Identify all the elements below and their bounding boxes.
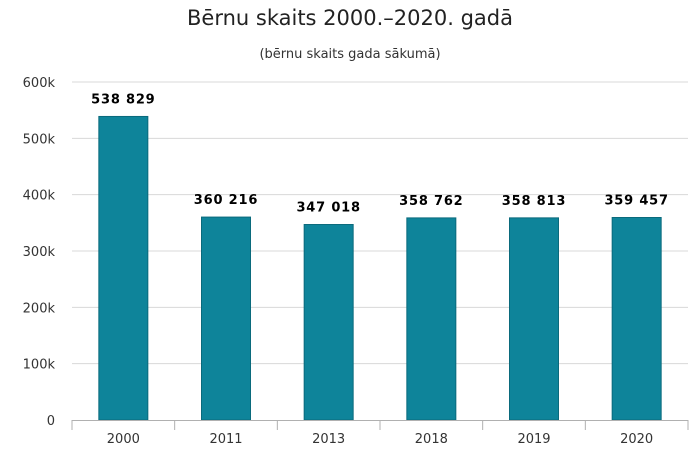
y-tick-label: 100k: [23, 358, 56, 373]
bar-2011[interactable]: [201, 216, 251, 421]
y-tick-label: 200k: [23, 301, 56, 316]
y-tick-label: 300k: [23, 245, 56, 260]
data-labels: 538 829 360 216 347 018 358 762 358 813 359 4…: [91, 92, 668, 216]
x-tick-label: 2011: [209, 432, 242, 447]
x-tick-label: 2020: [620, 432, 653, 447]
data-label: 359 457: [604, 194, 668, 209]
chart-title: Bērnu skaits 2000.–2020. gadā: [187, 6, 513, 30]
y-axis-tick-labels: 0 100k 200k 300k 400k 500k 600k: [23, 76, 56, 429]
chart-subtitle: (bērnu skaits gada sākumā): [259, 47, 441, 62]
bars: [98, 115, 662, 421]
x-tick-label: 2000: [107, 432, 140, 447]
x-tick-label: 2018: [415, 432, 448, 447]
bar-2020[interactable]: [611, 217, 662, 421]
bar-2019[interactable]: [509, 217, 559, 421]
x-tick-label: 2019: [517, 432, 550, 447]
data-label: 347 018: [296, 201, 360, 216]
data-label: 358 762: [399, 194, 463, 209]
y-tick-label: 0: [47, 414, 55, 429]
data-label: 358 813: [502, 194, 566, 209]
bar-2013[interactable]: [303, 224, 354, 421]
x-tick-label: 2013: [312, 432, 345, 447]
data-label: 360 216: [194, 193, 258, 208]
gridlines: [72, 81, 688, 365]
x-axis: 2000 2011 2013 2018 2019 2020: [71, 420, 689, 447]
y-tick-label: 600k: [23, 76, 56, 91]
y-tick-label: 400k: [23, 189, 56, 204]
bar-2018[interactable]: [406, 217, 457, 421]
bar-2000[interactable]: [98, 115, 149, 421]
y-tick-label: 500k: [23, 132, 56, 147]
data-label: 538 829: [91, 92, 155, 107]
